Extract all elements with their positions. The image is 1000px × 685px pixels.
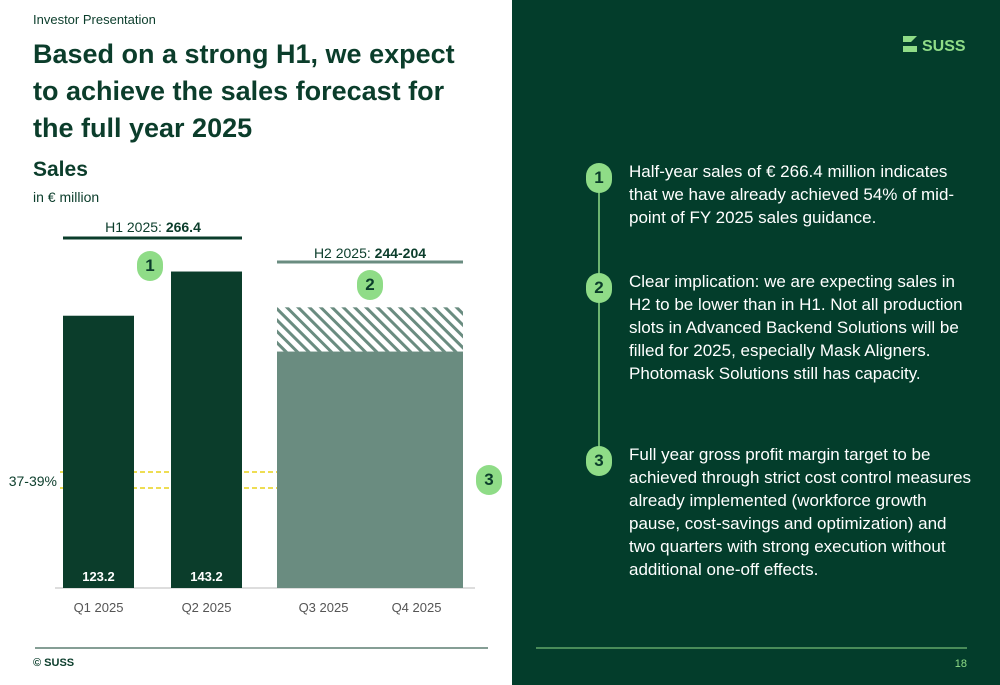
page-number: 18 bbox=[954, 658, 967, 670]
group-label-text: H1 2025: bbox=[105, 219, 166, 235]
point-text: Clear implication: we are expecting sale… bbox=[629, 272, 963, 383]
eyebrow: Investor Presentation bbox=[33, 12, 156, 27]
chart-subtitle: in € million bbox=[33, 189, 100, 205]
bar bbox=[277, 351, 463, 588]
callout-badge: 3 bbox=[476, 465, 502, 495]
title: Based on a strong H1, we expect to achie… bbox=[33, 39, 455, 143]
point-badge: 3 bbox=[586, 446, 612, 476]
point-text: Half-year sales of € 266.4 million indic… bbox=[629, 162, 955, 227]
point-text: Full year gross profit margin target to … bbox=[629, 445, 972, 579]
copyright: © SUSS bbox=[33, 657, 75, 669]
x-tick-label: Q3 2025 bbox=[299, 600, 349, 615]
bar bbox=[63, 315, 134, 588]
group-label: H2 2025: 244-204 bbox=[314, 245, 426, 261]
x-tick-label: Q4 2025 bbox=[392, 600, 442, 615]
logo-text: SUSS bbox=[922, 38, 966, 55]
right-panel bbox=[512, 0, 1000, 685]
callout-badge: 1 bbox=[137, 251, 163, 281]
margin-label: 37-39% bbox=[9, 473, 57, 489]
group-value: 266.4 bbox=[166, 219, 201, 235]
data-label: 143.2 bbox=[190, 569, 223, 584]
group-label-text: H2 2025: bbox=[314, 245, 375, 261]
point-badge: 2 bbox=[586, 273, 612, 303]
data-label: 123.2 bbox=[82, 569, 115, 584]
group-value: 244-204 bbox=[375, 245, 427, 261]
logo: SUSS bbox=[903, 36, 966, 55]
bar bbox=[171, 271, 242, 588]
point-badge: 1 bbox=[586, 163, 612, 193]
bar-range bbox=[277, 307, 463, 352]
x-tick-label: Q1 2025 bbox=[74, 600, 124, 615]
x-tick-label: Q2 2025 bbox=[182, 600, 232, 615]
group-label: H1 2025: 266.4 bbox=[105, 219, 201, 235]
chart-title: Sales bbox=[33, 158, 88, 181]
callout-badge: 2 bbox=[357, 270, 383, 300]
